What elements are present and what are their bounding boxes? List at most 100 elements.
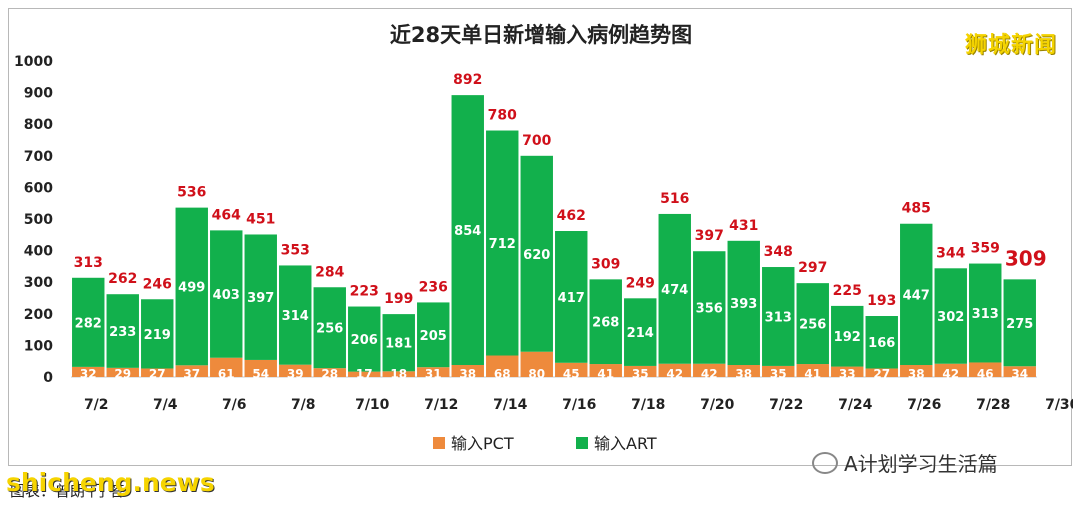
pct-value-label: 42 [666,367,683,381]
bar-pct [313,368,346,377]
bar-pct [831,366,864,377]
y-tick-label: 0 [43,370,53,386]
bar-pct [969,362,1002,377]
bar-pct [382,371,415,377]
pct-value-label: 34 [1011,367,1028,381]
bar-art [279,265,312,365]
bar-pct [865,368,898,377]
bar-pct [520,351,553,377]
bar-pct [555,362,588,377]
legend-label: 输入PCT [451,434,514,453]
bar-art [451,95,484,365]
bar-chart: 近28天单日新增输入病例趋势图 0 100 200 300 400 500 600 700 80… [14,23,1073,453]
pct-value-label: 28 [321,367,338,381]
art-value-label: 256 [316,322,343,337]
x-tick-label: 7/14 [493,397,528,413]
bar-art [727,240,760,365]
art-value-label: 166 [868,336,895,351]
art-value-label: 181 [385,337,412,352]
pct-value-label: 38 [459,367,476,381]
bar-pct [486,355,519,377]
art-value-label: 233 [109,325,136,340]
x-tick-label: 7/8 [291,397,316,413]
bar-art [486,130,519,356]
total-value-label: 353 [281,242,310,258]
art-value-label: 302 [937,310,964,325]
site-watermark: shicheng.news [6,468,215,497]
bar-pct [624,365,657,377]
bar-art [106,294,139,368]
bar-pct [279,364,312,377]
brand-logo-text: 狮城新闻 [964,33,1057,58]
pct-value-label: 35 [770,367,787,381]
art-value-label: 393 [730,297,757,312]
total-value-label: 892 [453,72,482,88]
bar-pct [348,371,381,377]
x-tick-label: 7/30 [1045,397,1073,413]
bar-pct [72,366,105,377]
x-tick-label: 7/18 [631,397,665,413]
wechat-icon [812,452,838,474]
total-value-label: 297 [798,260,827,276]
pct-value-label: 42 [942,367,959,381]
pct-value-label: 38 [735,367,752,381]
art-value-label: 268 [592,316,619,331]
total-value-label: 309 [591,256,620,272]
bar-pct [1003,366,1036,377]
wechat-account-name: A计划学习生活篇 [844,452,998,476]
legend-swatch-art [576,437,588,449]
art-value-label: 219 [144,328,171,343]
art-value-label: 447 [903,288,930,303]
pct-value-label: 42 [701,367,718,381]
bar-art [693,251,726,364]
total-value-label: 462 [557,208,586,224]
art-value-label: 192 [834,330,861,345]
bar-pct [175,365,208,377]
pct-value-label: 45 [563,367,580,381]
art-value-label: 499 [178,280,205,295]
art-value-label: 282 [75,316,102,331]
total-value-label: 284 [315,264,344,280]
legend-swatch-pct [433,437,445,449]
bar-pct [934,363,967,377]
bar-art [969,263,1002,363]
y-tick-label: 1000 [14,54,53,70]
bar-pct [762,365,795,377]
chart-caption: 图表：曾朗 门 答 [10,482,125,500]
pct-value-label: 33 [839,367,856,381]
bar-art [141,299,174,369]
pct-value-label: 80 [528,367,545,381]
pct-value-label: 68 [494,367,511,381]
bar-pct [244,359,277,377]
art-value-label: 214 [627,326,654,341]
total-value-label: 193 [867,293,896,309]
bar-art [313,287,346,369]
chart-frame: 近28天单日新增输入病例趋势图 0 100 200 300 400 500 600 700 80… [8,8,1073,466]
art-value-label: 313 [972,307,999,322]
art-value-label: 313 [765,310,792,325]
bar-pct [796,364,829,377]
total-value-label: 246 [143,276,172,292]
art-value-label: 620 [523,248,550,263]
pct-value-label: 39 [287,367,304,381]
bar-art [589,279,622,365]
pct-value-label: 18 [390,367,407,381]
bar-pct [210,357,243,377]
art-value-label: 397 [247,291,274,306]
art-value-label: 712 [489,237,516,252]
art-value-label: 854 [454,224,481,239]
bar-art [417,302,450,368]
x-tick-label: 7/10 [355,397,390,413]
total-value-label: 225 [833,283,862,299]
wechat-account: A计划学习生活篇 [812,448,998,477]
total-value-label: 309 [1005,246,1047,270]
x-tick-label: 7/20 [700,397,735,413]
pct-value-label: 37 [183,367,200,381]
total-value-label: 199 [384,291,413,307]
bar-art [348,306,381,372]
total-value-label: 700 [522,133,551,149]
legend-label: 输入ART [594,434,657,453]
x-tick-label: 7/16 [562,397,596,413]
total-value-label: 223 [350,284,379,300]
total-value-label: 313 [74,255,103,271]
